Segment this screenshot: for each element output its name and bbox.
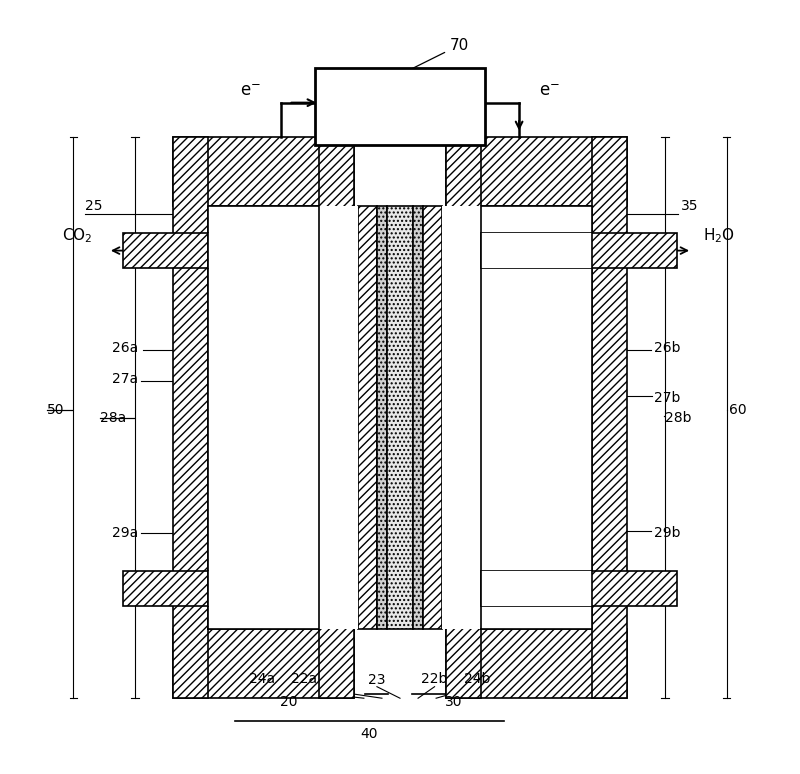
Text: 29a: 29a [112, 526, 138, 539]
Text: 40: 40 [361, 728, 378, 741]
Text: 35: 35 [681, 199, 698, 214]
Text: 24a: 24a [249, 672, 274, 686]
Text: CO$_2$: CO$_2$ [274, 322, 292, 352]
Text: 26b: 26b [654, 341, 680, 355]
Bar [446, 137, 626, 207]
Text: O$_2$: O$_2$ [508, 477, 526, 497]
Text: 26a: 26a [112, 341, 138, 355]
Bar [315, 68, 485, 145]
Bar [446, 137, 481, 698]
Bar [208, 207, 319, 629]
Bar [174, 137, 208, 698]
Bar [208, 207, 358, 629]
Bar [319, 137, 354, 698]
Text: 22b: 22b [422, 672, 448, 686]
Bar [481, 233, 592, 268]
Text: 50: 50 [46, 403, 64, 417]
Bar [319, 207, 481, 629]
Text: H$^+$: H$^+$ [385, 380, 408, 397]
Text: 28b: 28b [665, 410, 692, 425]
Text: 23: 23 [368, 673, 386, 687]
Text: e$^{-}$: e$^{-}$ [240, 82, 261, 100]
Bar [442, 207, 592, 629]
Text: e$^{-}$: e$^{-}$ [539, 82, 560, 100]
Text: 70: 70 [400, 38, 469, 74]
Text: CH$_3$OH: CH$_3$OH [274, 461, 292, 514]
Bar [358, 207, 378, 629]
Bar [446, 629, 626, 698]
Text: 28a: 28a [100, 410, 126, 425]
Text: H$_2$O: H$_2$O [508, 321, 526, 353]
Bar [208, 571, 319, 606]
Text: 25: 25 [85, 199, 102, 214]
Text: 29b: 29b [654, 526, 680, 539]
Bar [481, 207, 592, 629]
Bar [422, 207, 442, 629]
Text: 30: 30 [445, 695, 462, 709]
Text: 24b: 24b [464, 672, 490, 686]
Bar [414, 207, 422, 629]
Text: 27b: 27b [654, 392, 680, 406]
Bar [481, 233, 677, 268]
Text: 27a: 27a [112, 372, 138, 386]
Bar [174, 629, 354, 698]
Bar [592, 137, 626, 698]
Text: CO$_2$: CO$_2$ [62, 226, 93, 245]
Text: H$_2$O: H$_2$O [703, 226, 735, 245]
Bar [378, 207, 386, 629]
Text: 20: 20 [280, 695, 298, 709]
Bar [123, 571, 208, 606]
Bar [208, 233, 319, 268]
Bar [123, 233, 208, 268]
Text: 22a: 22a [291, 672, 317, 686]
Bar [481, 571, 677, 606]
Bar [386, 207, 414, 629]
Bar [174, 137, 354, 207]
Bar [481, 571, 592, 606]
Text: 60: 60 [729, 403, 746, 417]
